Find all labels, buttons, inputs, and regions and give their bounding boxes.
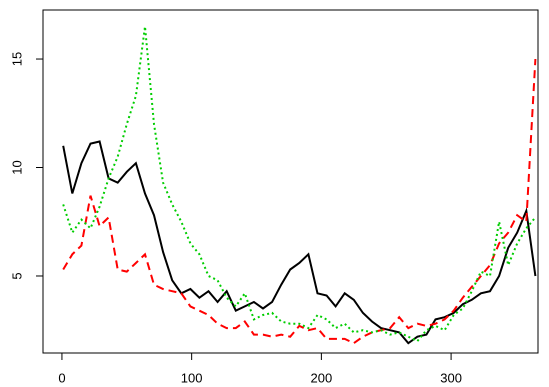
series-line bbox=[62, 58, 537, 345]
series-line bbox=[62, 140, 537, 345]
y-tick-label: 10 bbox=[9, 160, 24, 174]
x-tick-label: 200 bbox=[311, 370, 333, 385]
x-tick-label: 300 bbox=[440, 370, 462, 385]
series-line bbox=[62, 26, 537, 343]
x-tick-label: 0 bbox=[58, 370, 65, 385]
y-tick-label: 15 bbox=[9, 52, 24, 66]
x-tick-label: 100 bbox=[181, 370, 203, 385]
y-tick-label: 5 bbox=[9, 272, 24, 279]
